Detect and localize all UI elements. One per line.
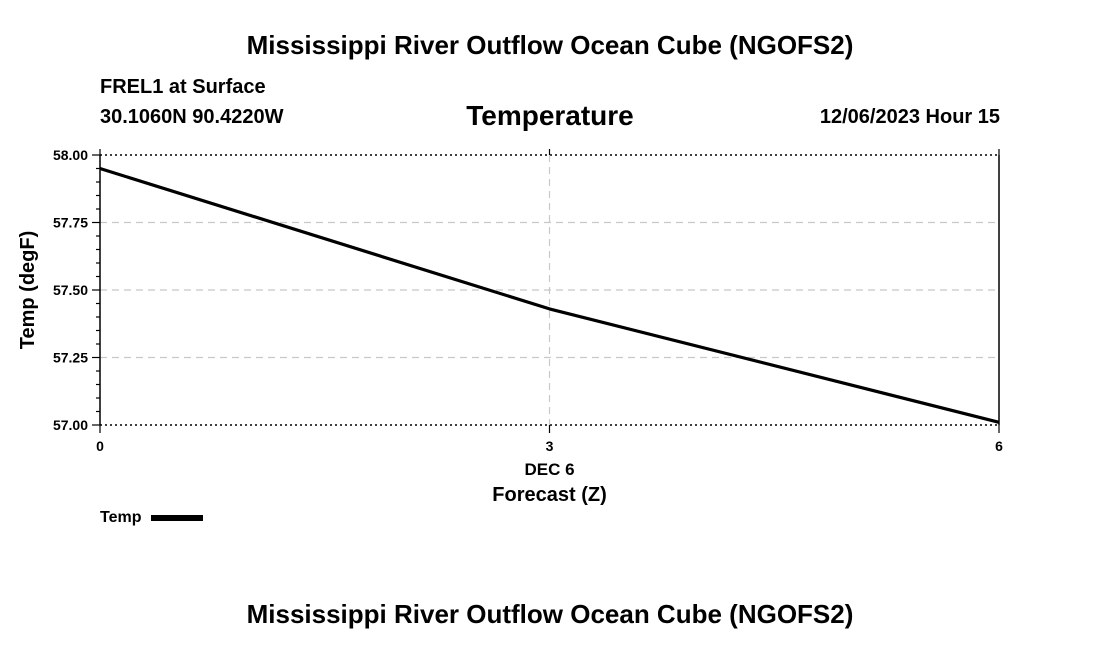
legend-swatch	[151, 515, 204, 521]
chart-title: Temperature	[0, 100, 1100, 132]
x-tick-label: 3	[546, 438, 554, 454]
footer-title: Mississippi River Outflow Ocean Cube (NG…	[246, 599, 854, 629]
station-label: FREL1 at Surface	[100, 76, 266, 98]
x-date-label: DEC 6	[524, 460, 574, 479]
x-tick-label: 0	[96, 438, 104, 454]
series-line-temp	[99, 166, 1000, 424]
datetime-label: 12/06/2023 Hour 15	[819, 106, 1000, 128]
y-tick-label: 57.00	[53, 417, 88, 433]
x-axis-label: Forecast (Z)	[492, 484, 606, 506]
chart-title-text: Temperature	[466, 100, 634, 131]
y-tick-label: 57.50	[53, 282, 88, 298]
y-axis-label: Temp (degF)	[17, 231, 39, 350]
legend-label: Temp	[100, 509, 142, 526]
y-tick-label: 57.25	[53, 350, 88, 366]
x-tick-label: 6	[995, 438, 1003, 454]
y-tick-label: 58.00	[53, 147, 88, 163]
page-title: Mississippi River Outflow Ocean Cube (NG…	[246, 30, 854, 60]
coordinates-label: 30.1060N 90.4220W	[100, 106, 284, 128]
legend: Temp	[100, 509, 204, 527]
y-tick-label: 57.75	[53, 215, 88, 231]
